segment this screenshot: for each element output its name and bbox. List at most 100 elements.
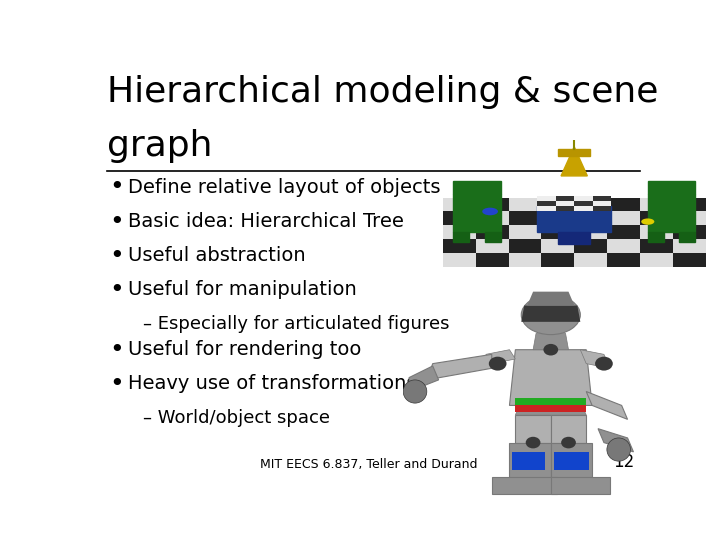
Polygon shape [492, 477, 557, 494]
Polygon shape [443, 225, 476, 239]
Text: Define relative layout of objects: Define relative layout of objects [128, 178, 441, 197]
Polygon shape [427, 354, 492, 380]
Polygon shape [443, 212, 476, 225]
Polygon shape [593, 196, 611, 201]
Circle shape [482, 208, 498, 215]
Polygon shape [516, 406, 586, 413]
Text: Useful abstraction: Useful abstraction [128, 246, 305, 265]
Text: •: • [109, 210, 125, 234]
Polygon shape [476, 225, 508, 239]
Polygon shape [521, 306, 580, 322]
Polygon shape [443, 198, 476, 212]
Polygon shape [672, 212, 706, 225]
Polygon shape [541, 212, 575, 225]
Circle shape [561, 437, 576, 448]
Polygon shape [486, 350, 516, 363]
Circle shape [642, 219, 654, 225]
Text: 12: 12 [613, 454, 634, 471]
Polygon shape [640, 239, 672, 253]
Polygon shape [537, 201, 556, 206]
Polygon shape [485, 232, 500, 242]
Text: – Especially for articulated figures: – Especially for articulated figures [143, 315, 449, 333]
Polygon shape [541, 198, 575, 212]
Polygon shape [537, 206, 556, 212]
Text: •: • [109, 278, 125, 302]
Text: •: • [109, 372, 125, 396]
Polygon shape [551, 477, 610, 494]
Polygon shape [575, 198, 607, 212]
Polygon shape [672, 225, 706, 239]
Polygon shape [454, 232, 469, 242]
Polygon shape [559, 149, 590, 156]
Polygon shape [672, 239, 706, 253]
Polygon shape [640, 212, 672, 225]
Polygon shape [575, 206, 593, 212]
Text: MIT EECS 6.837, Teller and Durand: MIT EECS 6.837, Teller and Durand [260, 458, 478, 471]
Polygon shape [537, 196, 556, 201]
Text: •: • [109, 338, 125, 362]
Text: •: • [109, 176, 125, 199]
Polygon shape [508, 239, 541, 253]
Ellipse shape [521, 295, 580, 335]
Polygon shape [607, 253, 640, 267]
Polygon shape [510, 350, 592, 406]
Polygon shape [533, 333, 569, 350]
Ellipse shape [607, 438, 631, 461]
Polygon shape [508, 225, 541, 239]
Polygon shape [508, 253, 541, 267]
Polygon shape [648, 181, 695, 194]
Polygon shape [443, 253, 476, 267]
Polygon shape [575, 201, 593, 206]
Polygon shape [454, 194, 500, 232]
Polygon shape [513, 452, 545, 470]
Polygon shape [593, 206, 611, 212]
Polygon shape [551, 443, 592, 480]
Text: •: • [109, 244, 125, 268]
Text: Useful for manipulation: Useful for manipulation [128, 280, 356, 299]
Polygon shape [607, 239, 640, 253]
Polygon shape [508, 198, 541, 212]
Polygon shape [648, 194, 695, 232]
Polygon shape [672, 198, 706, 212]
Polygon shape [575, 239, 607, 253]
Circle shape [526, 437, 541, 448]
Text: Basic idea: Hierarchical Tree: Basic idea: Hierarchical Tree [128, 212, 404, 231]
Polygon shape [510, 443, 551, 480]
Polygon shape [554, 452, 589, 470]
Polygon shape [575, 225, 607, 239]
Polygon shape [640, 198, 672, 212]
Circle shape [595, 356, 613, 370]
Polygon shape [575, 253, 607, 267]
Ellipse shape [403, 380, 427, 403]
Polygon shape [541, 225, 575, 239]
Polygon shape [598, 429, 634, 452]
Polygon shape [575, 196, 593, 201]
Polygon shape [476, 239, 508, 253]
Polygon shape [476, 198, 508, 212]
Text: – World/object space: – World/object space [143, 409, 330, 427]
Text: graph: graph [107, 129, 212, 163]
Polygon shape [476, 212, 508, 225]
Circle shape [544, 344, 558, 355]
Polygon shape [575, 212, 607, 225]
Polygon shape [443, 239, 476, 253]
Polygon shape [607, 225, 640, 239]
Polygon shape [648, 232, 664, 242]
Polygon shape [593, 201, 611, 206]
Polygon shape [556, 206, 575, 212]
Polygon shape [640, 225, 672, 239]
Polygon shape [409, 366, 438, 391]
Polygon shape [454, 181, 500, 194]
Polygon shape [580, 350, 610, 368]
Polygon shape [680, 232, 695, 242]
Text: Heavy use of transformations: Heavy use of transformations [128, 374, 416, 393]
Polygon shape [476, 253, 508, 267]
Polygon shape [516, 399, 586, 406]
Polygon shape [607, 212, 640, 225]
Polygon shape [559, 232, 590, 245]
Polygon shape [527, 292, 575, 306]
Text: Hierarchical modeling & scene: Hierarchical modeling & scene [107, 75, 658, 109]
Polygon shape [607, 198, 640, 212]
Polygon shape [516, 415, 551, 443]
Polygon shape [541, 253, 575, 267]
